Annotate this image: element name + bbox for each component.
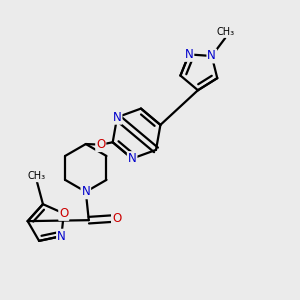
Text: N: N xyxy=(207,50,216,62)
Text: CH₃: CH₃ xyxy=(216,27,234,37)
Text: N: N xyxy=(128,152,136,165)
Text: CH₃: CH₃ xyxy=(28,171,46,182)
Text: N: N xyxy=(57,230,66,243)
Text: N: N xyxy=(184,48,194,61)
Text: N: N xyxy=(113,111,122,124)
Text: O: O xyxy=(96,138,105,151)
Text: O: O xyxy=(112,212,121,225)
Text: N: N xyxy=(81,185,90,198)
Text: O: O xyxy=(59,207,68,220)
